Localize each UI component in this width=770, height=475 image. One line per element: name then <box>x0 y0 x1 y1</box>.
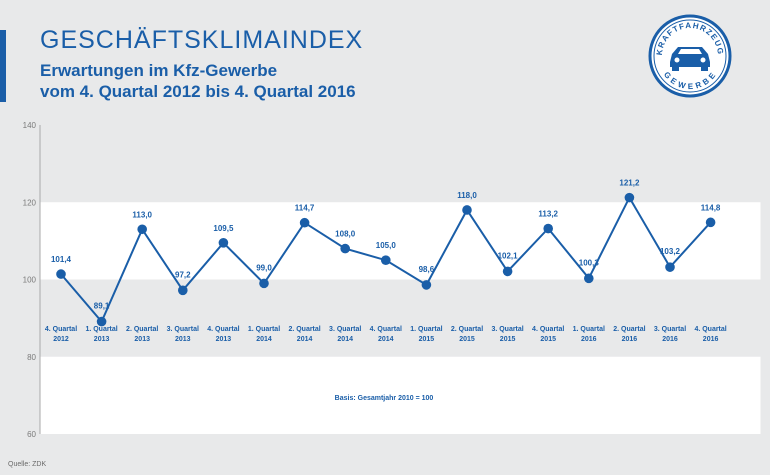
x-category-label: 4. Quartal 2015 <box>532 326 564 343</box>
data-label: 121,2 <box>619 179 640 188</box>
data-label: 108,0 <box>335 230 356 239</box>
y-tick-label: 120 <box>23 198 37 207</box>
source-note: Quelle: ZDK <box>8 461 47 468</box>
y-tick-label: 100 <box>23 276 37 285</box>
subtitle-line-1: Erwartungen im Kfz-Gewerbe <box>40 61 278 80</box>
data-point <box>543 223 553 234</box>
x-category-label: 3. Quartal 2013 <box>167 326 199 343</box>
data-point <box>218 238 229 248</box>
x-category-label: 2. Quartal 2016 <box>613 326 645 343</box>
x-category-label: 1. Quartal 2013 <box>85 326 117 343</box>
data-point <box>299 217 310 228</box>
page-title: GESCHÄFTSKLIMAINDEX <box>40 26 364 54</box>
kraftfahrzeug-gewerbe-logo: KRAFTFAHRZEUG GEWERBE <box>648 14 732 98</box>
data-point <box>178 285 188 296</box>
data-point <box>96 316 107 327</box>
data-point <box>584 273 594 284</box>
data-label: 101,4 <box>51 255 72 264</box>
page-subtitle: Erwartungen im Kfz-Gewerbe vom 4. Quarta… <box>40 60 356 102</box>
data-label: 102,1 <box>498 251 519 260</box>
x-category-label: 2. Quartal 2014 <box>288 326 320 343</box>
data-point <box>665 262 675 272</box>
data-point <box>705 217 716 228</box>
data-point <box>56 269 66 279</box>
y-tick-label: 140 <box>23 121 37 130</box>
data-point <box>462 205 472 215</box>
x-category-label: 1. Quartal 2016 <box>573 326 605 343</box>
x-category-label: 2. Quartal 2013 <box>126 326 158 343</box>
data-label: 114,8 <box>701 203 721 212</box>
x-category-label: 3. Quartal 2014 <box>329 326 361 343</box>
value-band-1 <box>40 356 761 434</box>
data-label: 105,0 <box>376 241 397 250</box>
data-point <box>502 266 513 277</box>
x-category-label: 4. Quartal 2012 <box>45 326 77 343</box>
data-point <box>421 280 432 290</box>
x-category-label: 1. Quartal 2015 <box>410 326 442 343</box>
data-label: 98,6 <box>419 265 435 274</box>
car-icon <box>670 47 710 71</box>
accent-bar <box>0 30 6 102</box>
data-label: 118,0 <box>457 191 477 200</box>
data-label: 100,3 <box>579 258 600 267</box>
data-point <box>137 224 147 235</box>
data-point <box>381 255 391 265</box>
x-category-label: 1. Quartal 2014 <box>248 326 280 343</box>
data-label: 103,2 <box>660 247 681 256</box>
basis-annotation: Basis: Gesamtjahr 2010 = 100 <box>335 395 434 402</box>
x-category-label: 4. Quartal 2013 <box>207 326 239 343</box>
x-category-label: 2. Quartal 2015 <box>451 326 483 343</box>
data-label: 113,0 <box>132 210 152 219</box>
data-point <box>340 243 351 254</box>
data-label: 89,1 <box>94 302 110 311</box>
data-label: 97,2 <box>175 270 191 279</box>
data-point <box>624 192 635 203</box>
x-category-label: 4. Quartal 2016 <box>694 326 726 343</box>
data-label: 113,2 <box>538 210 558 219</box>
y-tick-label: 80 <box>27 353 36 362</box>
data-label: 109,5 <box>213 224 234 233</box>
x-category-label: 3. Quartal 2015 <box>491 326 523 343</box>
x-category-label: 3. Quartal 2016 <box>654 326 686 343</box>
data-point <box>259 278 269 289</box>
subtitle-line-2: vom 4. Quartal 2012 bis 4. Quartal 2016 <box>40 82 356 101</box>
data-label: 99,0 <box>256 263 272 272</box>
y-tick-label: 60 <box>27 430 36 439</box>
x-category-label: 4. Quartal 2014 <box>370 326 402 343</box>
data-label: 114,7 <box>295 204 315 213</box>
